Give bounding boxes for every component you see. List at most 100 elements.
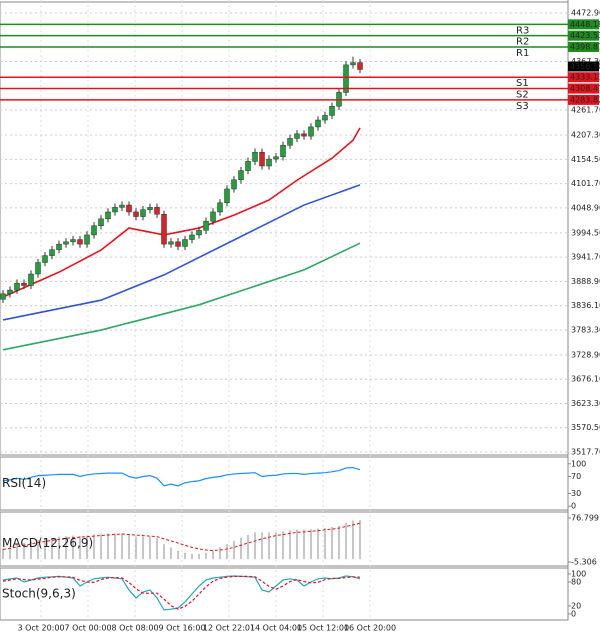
level-name: S2 <box>516 90 529 101</box>
level-value: 4448.18 <box>570 20 600 29</box>
y-tick-label: 20 <box>571 602 581 611</box>
indicator-line <box>2 575 361 610</box>
candle-body <box>133 211 139 217</box>
candle-body <box>196 230 202 236</box>
candle-body <box>245 161 251 171</box>
y-tick-label: 3994.50 <box>571 228 600 237</box>
candle-body <box>14 282 20 291</box>
candle-body <box>189 234 195 240</box>
candle-body <box>35 262 41 275</box>
candle-body <box>168 241 174 245</box>
last-price-tag <box>568 61 599 72</box>
candle-body <box>112 207 118 213</box>
candle-body <box>224 188 230 204</box>
candle-body <box>119 204 125 208</box>
y-tick-label: 4207.30 <box>571 131 600 140</box>
candle-body <box>266 158 272 167</box>
x-tick-label: 14 Oct 04:00 <box>250 624 302 633</box>
y-tick-label: 3570.50 <box>571 423 600 432</box>
y-tick-label: 4048.90 <box>571 203 600 212</box>
macd-signal <box>2 522 361 552</box>
candle-body <box>147 207 153 210</box>
candle-body <box>280 145 286 158</box>
y-tick-label: 76.799 <box>571 514 599 523</box>
moving-average <box>2 127 361 298</box>
level-value: 4283.82 <box>570 95 600 104</box>
candle-body <box>28 273 34 286</box>
candle-body <box>238 170 244 181</box>
y-tick-label: 30 <box>571 489 581 498</box>
candle-body <box>42 255 48 263</box>
level-tag <box>568 42 599 53</box>
candle-body <box>357 62 363 70</box>
level-value: 4423.53 <box>570 31 600 40</box>
y-tick-label: 0 <box>571 610 576 619</box>
level-tag <box>568 94 599 105</box>
x-tick-label: 15 Oct 12:00 <box>297 624 349 633</box>
candle-body <box>287 138 293 146</box>
level-name: S1 <box>516 78 529 89</box>
candle-body <box>203 220 209 231</box>
level-name: R3 <box>516 25 529 36</box>
y-tick-label: 100 <box>571 570 586 579</box>
y-tick-label: 3728.90 <box>571 350 600 359</box>
candle-body <box>70 239 76 243</box>
indicator-line <box>2 466 361 487</box>
y-tick-label: 4472.90 <box>571 8 600 17</box>
y-tick-label: 4101.70 <box>571 179 600 188</box>
level-name: R2 <box>516 37 529 48</box>
y-tick-label: 80 <box>571 578 581 587</box>
moving-average <box>2 242 361 351</box>
candle-body <box>77 239 83 245</box>
candle-body <box>126 204 132 213</box>
indicator-title: Stoch(9,6,3) <box>2 587 76 601</box>
candle-body <box>140 209 146 217</box>
level-tag <box>568 72 599 83</box>
candle-body <box>56 243 62 250</box>
candle-body <box>273 156 279 160</box>
indicator-title: RSI(14) <box>2 476 46 490</box>
level-name: S3 <box>516 101 529 112</box>
y-tick-label: 0 <box>571 502 576 511</box>
candle-body <box>231 179 237 190</box>
candle-body <box>105 211 111 220</box>
candle-body <box>7 289 13 295</box>
y-tick-label: 3517.70 <box>571 448 600 457</box>
candle-body <box>182 239 188 247</box>
moving-average <box>2 184 361 321</box>
candle-body <box>259 151 265 167</box>
candle-body <box>329 105 335 116</box>
candle-body <box>84 234 90 245</box>
candle-body <box>49 249 55 256</box>
y-tick-label: 3836.10 <box>571 301 600 310</box>
level-value: 4333.13 <box>570 73 600 82</box>
level-tag <box>568 30 599 41</box>
candle-body <box>343 64 349 93</box>
candle-body <box>0 293 6 300</box>
y-tick-label: 3888.90 <box>571 277 600 286</box>
x-tick-label: 8 Oct 08:00 <box>111 624 158 633</box>
indicator-line <box>2 575 361 611</box>
last-price-label: 4356.50 <box>570 62 600 71</box>
candle-body <box>161 214 167 245</box>
candle-body <box>350 62 356 66</box>
level-value: 4308.47 <box>570 84 600 93</box>
x-tick-label: 7 Oct 00:00 <box>64 624 111 633</box>
x-tick-label: 3 Oct 20:00 <box>17 624 64 633</box>
candle-body <box>210 211 216 222</box>
candle-body <box>294 133 300 139</box>
candle-body <box>154 207 160 215</box>
candle-body <box>91 225 97 236</box>
x-tick-label: 16 Oct 20:00 <box>344 624 396 633</box>
y-tick-label: -5.306 <box>571 557 597 566</box>
candle-body <box>252 151 258 162</box>
candle-body <box>175 241 181 247</box>
y-tick-label: 4154.50 <box>571 155 600 164</box>
level-value: 4398.87 <box>570 43 600 52</box>
x-tick-label: 12 Oct 22:01 <box>203 624 255 633</box>
candle-body <box>63 241 69 245</box>
candle-body <box>308 126 314 137</box>
candle-body <box>21 282 27 286</box>
